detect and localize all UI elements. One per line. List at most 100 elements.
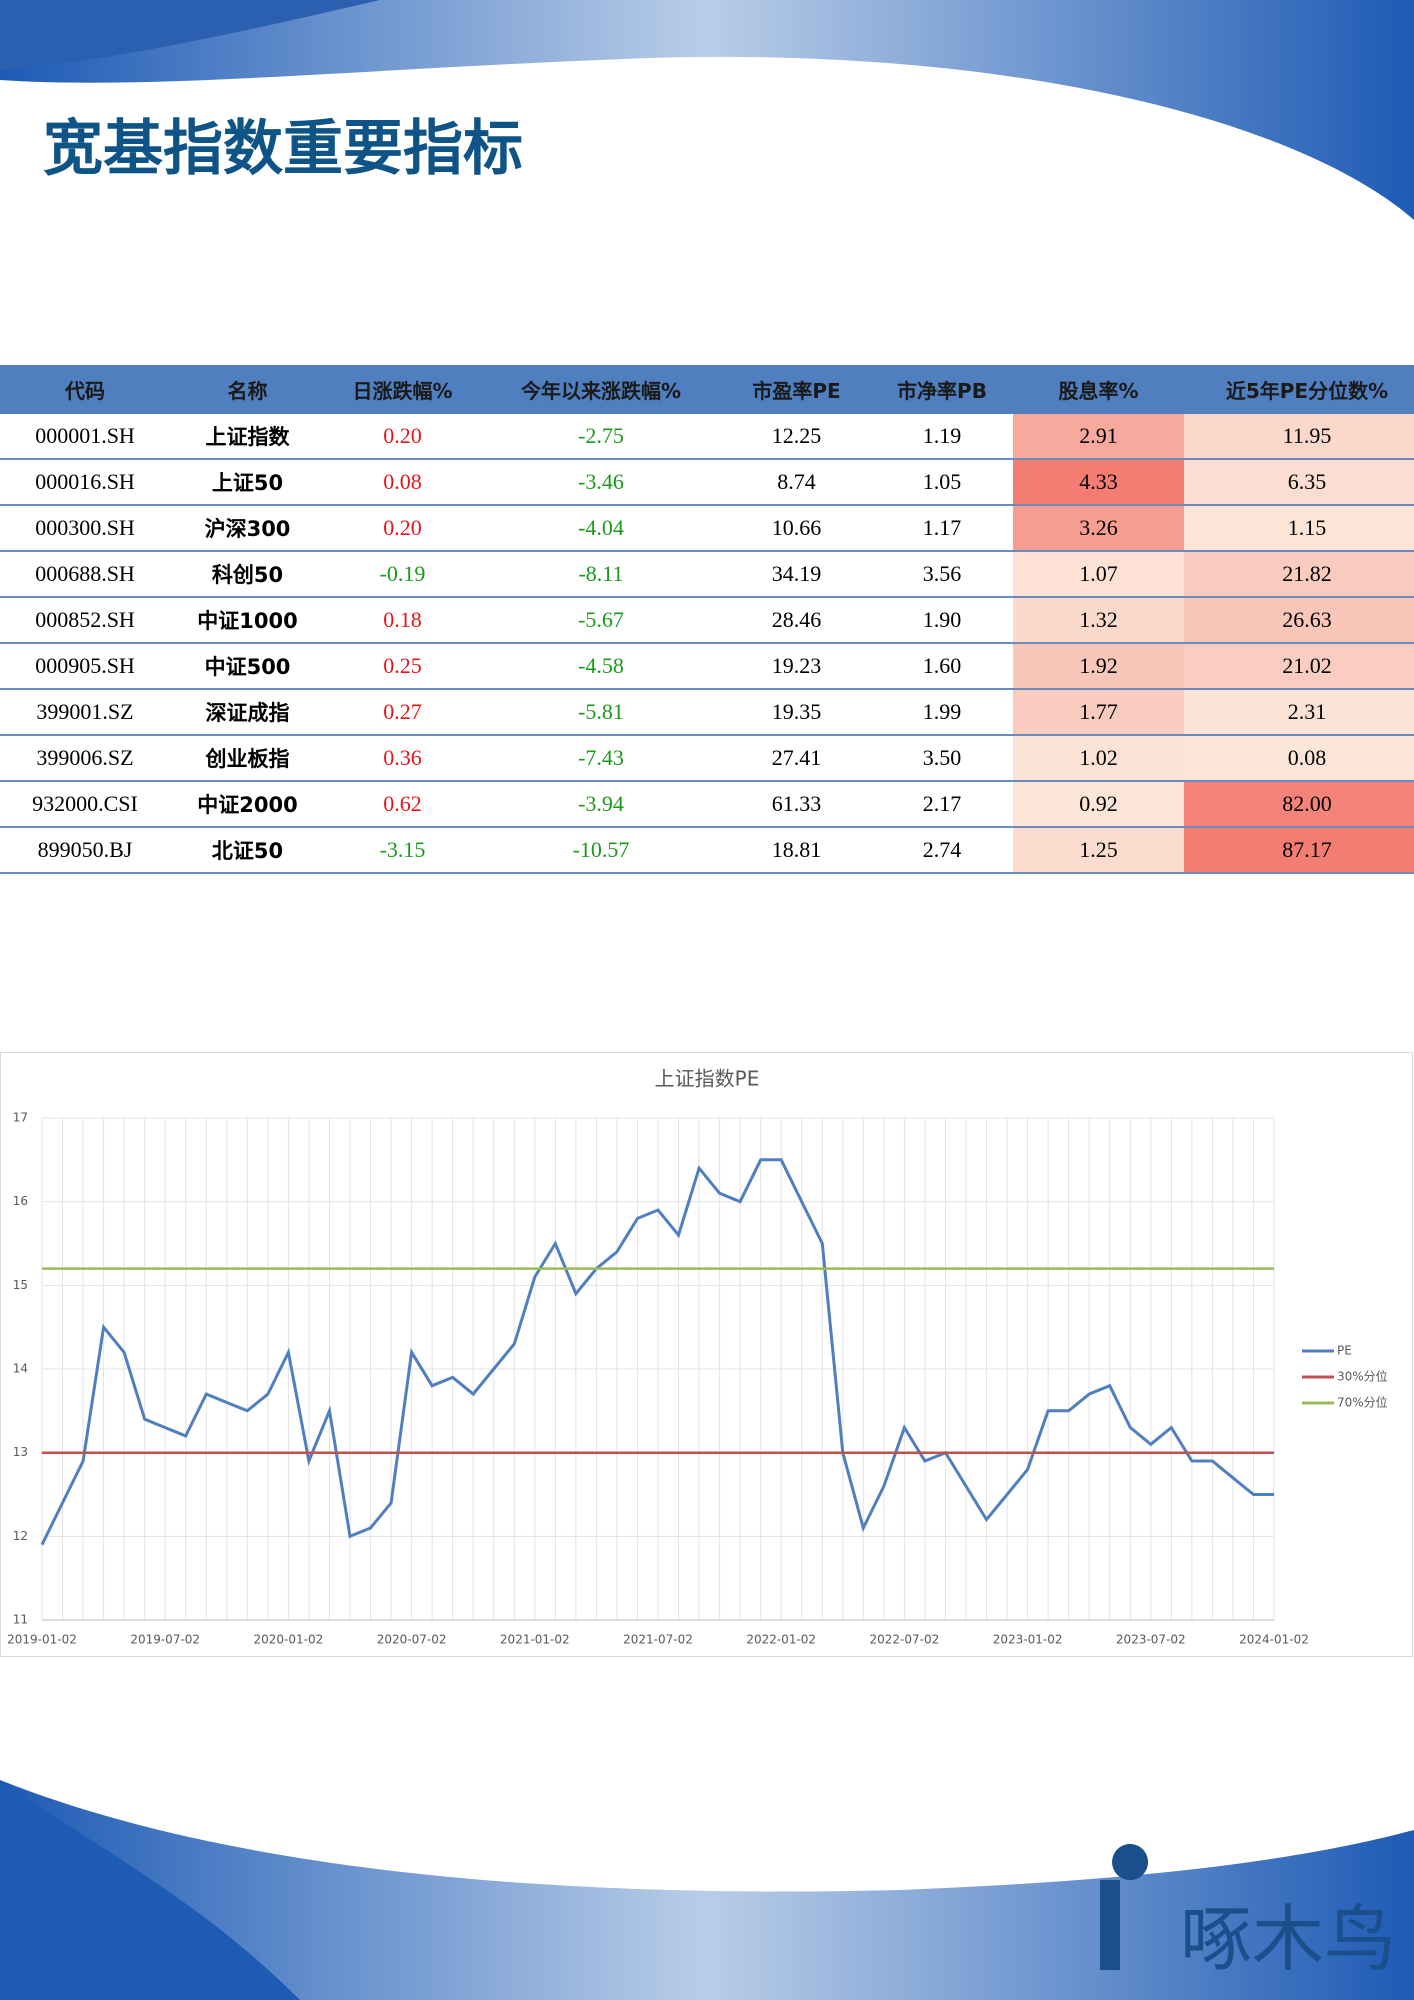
table-cell: 1.77 — [1013, 689, 1184, 736]
table-cell: 0.27 — [325, 689, 480, 736]
table-cell: 0.62 — [325, 781, 480, 828]
table-cell: 北证50 — [170, 827, 325, 874]
y-tick-label: 16 — [13, 1194, 28, 1208]
table-cell: 899050.BJ — [0, 827, 170, 874]
chart-title: 上证指数PE — [655, 1067, 760, 1091]
x-tick-label: 2021-07-02 — [623, 1633, 693, 1647]
table-cell: 000688.SH — [0, 551, 170, 598]
table-cell: -4.04 — [480, 505, 722, 552]
table-cell: 1.15 — [1184, 505, 1414, 552]
table-cell: 1.90 — [871, 597, 1013, 644]
table-cell: 26.63 — [1184, 597, 1414, 644]
table-cell: -8.11 — [480, 551, 722, 598]
table-cell: 深证成指 — [170, 689, 325, 736]
table-cell: 932000.CSI — [0, 781, 170, 828]
table-row: 399001.SZ 深证成指 0.27 -5.81 19.35 1.99 1.77 2.31 — [0, 689, 1414, 736]
table-cell: 3.56 — [871, 551, 1013, 598]
table-cell: 28.46 — [722, 597, 871, 644]
table-cell: 399001.SZ — [0, 689, 170, 736]
table-cell: 中证2000 — [170, 781, 325, 828]
table-cell: -5.67 — [480, 597, 722, 644]
table-cell: 0.18 — [325, 597, 480, 644]
table-cell: 27.41 — [722, 735, 871, 782]
x-tick-label: 2023-07-02 — [1116, 1633, 1186, 1647]
table-cell: 10.66 — [722, 505, 871, 552]
y-tick-label: 11 — [13, 1613, 28, 1627]
table-row: 399006.SZ 创业板指 0.36 -7.43 27.41 3.50 1.02 0.08 — [0, 735, 1414, 782]
table-cell: 0.25 — [325, 643, 480, 690]
table-cell: -5.81 — [480, 689, 722, 736]
table-row: 000016.SH 上证50 0.08 -3.46 8.74 1.05 4.33 6.35 — [0, 459, 1414, 506]
indicator-table: 代码 名称 日涨跌幅% 今年以来涨跌幅% 市盈率PE 市净率PB 股息率% 近5年PE分位数%… — [0, 365, 1414, 874]
table-cell: 1.60 — [871, 643, 1013, 690]
table-cell: 2.31 — [1184, 689, 1414, 736]
table-row: 000001.SH 上证指数 0.20 -2.75 12.25 1.19 2.91 11.95 — [0, 414, 1414, 460]
table-cell: 1.32 — [1013, 597, 1184, 644]
table-cell: 0.20 — [325, 414, 480, 460]
x-tick-label: 2023-01-02 — [993, 1633, 1063, 1647]
table-cell: 1.92 — [1013, 643, 1184, 690]
table-cell: -7.43 — [480, 735, 722, 782]
table-cell: 3.50 — [871, 735, 1013, 782]
table-cell: 上证50 — [170, 459, 325, 506]
table-cell: 1.19 — [871, 414, 1013, 460]
table-cell: 18.81 — [722, 827, 871, 874]
top-wave-dark — [0, 0, 380, 70]
table-cell: 1.02 — [1013, 735, 1184, 782]
table-cell: 8.74 — [722, 459, 871, 506]
table-cell: 000016.SH — [0, 459, 170, 506]
table-cell: -3.46 — [480, 459, 722, 506]
table-cell: 2.91 — [1013, 414, 1184, 460]
chart-frame — [0, 1052, 1413, 1657]
table-cell: 1.07 — [1013, 551, 1184, 598]
legend-label: 30%分位 — [1337, 1369, 1388, 1384]
legend-label: PE — [1337, 1344, 1352, 1358]
table-cell: -4.58 — [480, 643, 722, 690]
y-tick-label: 15 — [13, 1278, 28, 1292]
table-cell: 19.23 — [722, 643, 871, 690]
table-cell: 000300.SH — [0, 505, 170, 552]
table-cell: 沪深300 — [170, 505, 325, 552]
table-cell: 0.20 — [325, 505, 480, 552]
y-tick-label: 12 — [13, 1529, 28, 1543]
table-cell: -3.94 — [480, 781, 722, 828]
column-header: 代码 — [0, 365, 170, 414]
logo-icon — [1100, 1844, 1149, 1970]
table-cell: 0.92 — [1013, 781, 1184, 828]
table-row: 000852.SH 中证1000 0.18 -5.67 28.46 1.90 1.32 26.… — [0, 597, 1414, 644]
table-cell: 000852.SH — [0, 597, 170, 644]
table-cell: 4.33 — [1013, 459, 1184, 506]
column-header: 名称 — [170, 365, 325, 414]
logo-text: 啄木鸟 — [1180, 1897, 1397, 1981]
table-cell: 21.82 — [1184, 551, 1414, 598]
table-cell: -3.15 — [325, 827, 480, 874]
top-wave — [0, 0, 1414, 220]
table-cell: 000905.SH — [0, 643, 170, 690]
table-cell: 12.25 — [722, 414, 871, 460]
page-title: 宽基指数重要指标 — [43, 114, 523, 184]
table-cell: 1.25 — [1013, 827, 1184, 874]
table-cell: 1.17 — [871, 505, 1013, 552]
table-cell: 3.26 — [1013, 505, 1184, 552]
table-cell: 1.99 — [871, 689, 1013, 736]
table-cell: 2.74 — [871, 827, 1013, 874]
y-tick-label: 13 — [13, 1445, 28, 1459]
column-header: 日涨跌幅% — [325, 365, 480, 414]
x-tick-label: 2019-07-02 — [130, 1633, 200, 1647]
table-cell: 000001.SH — [0, 414, 170, 460]
legend-label: 70%分位 — [1337, 1395, 1388, 1410]
x-tick-label: 2022-07-02 — [870, 1633, 940, 1647]
series-line — [40, 1158, 1274, 1546]
y-tick-label: 17 — [13, 1111, 28, 1125]
table-cell: 科创50 — [170, 551, 325, 598]
table-cell: 中证500 — [170, 643, 325, 690]
table-cell: 11.95 — [1184, 414, 1414, 460]
bottom-wave — [0, 1780, 1414, 2000]
column-header: 市净率PB — [871, 365, 1013, 414]
table-cell: 61.33 — [722, 781, 871, 828]
table-cell: 创业板指 — [170, 735, 325, 782]
table-cell: 82.00 — [1184, 781, 1414, 828]
bottom-wave-dark — [0, 1780, 300, 2000]
